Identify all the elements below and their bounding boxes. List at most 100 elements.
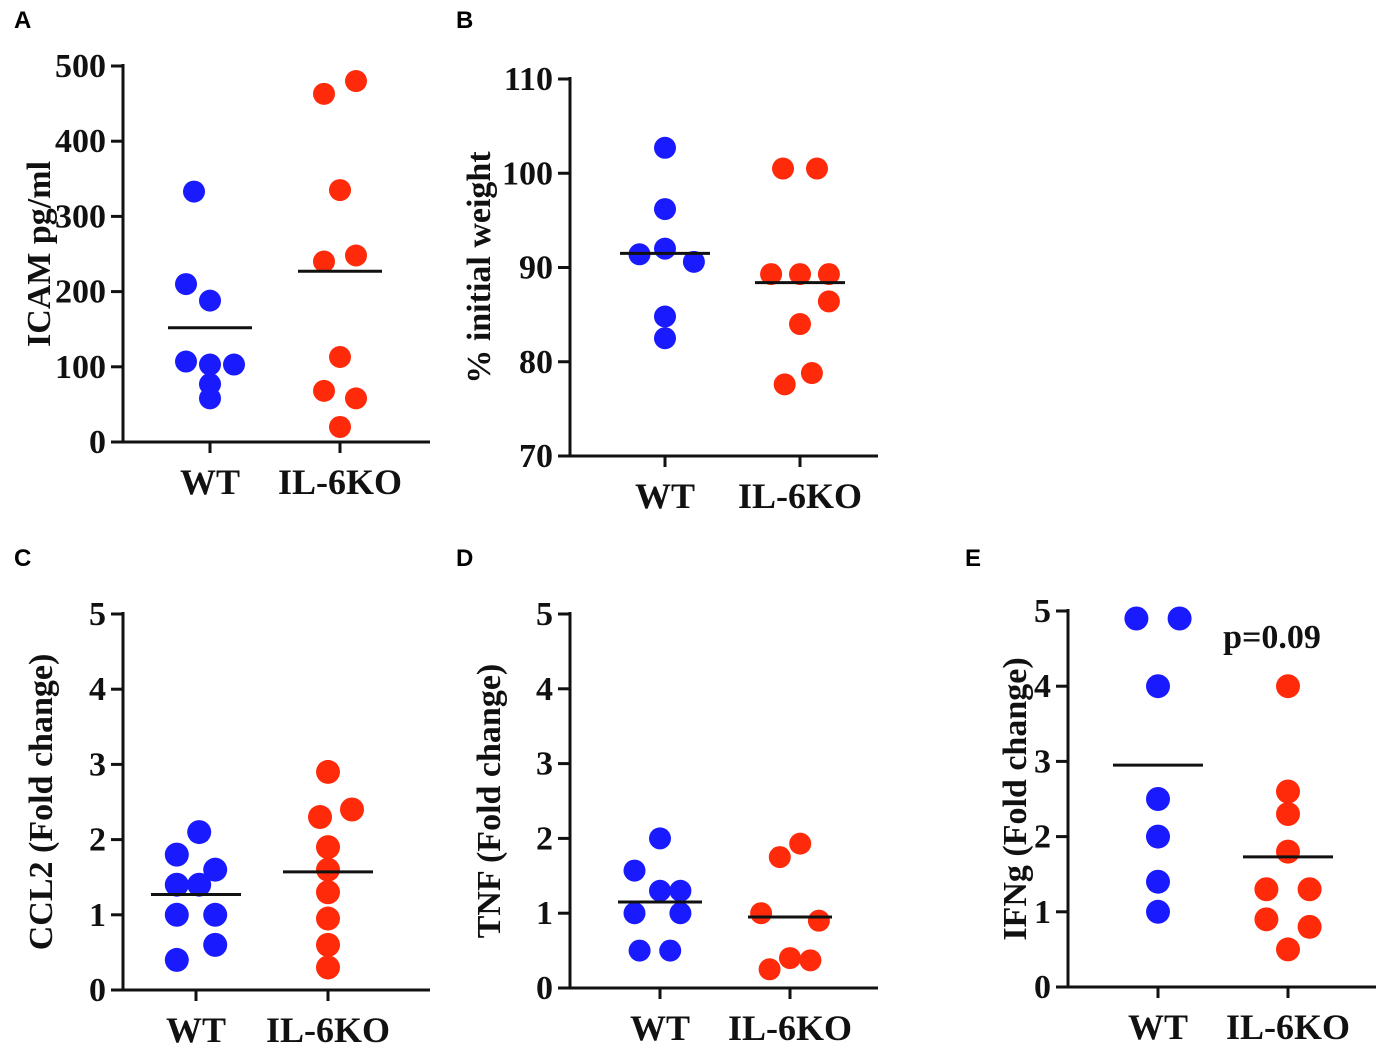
data-point <box>759 958 781 980</box>
data-point <box>669 880 691 902</box>
data-point <box>199 387 221 409</box>
data-point <box>1276 840 1300 864</box>
data-point <box>316 880 340 904</box>
x-category-label: IL-6KO <box>278 462 402 502</box>
y-tick-label: 2 <box>89 822 106 859</box>
data-point <box>649 827 671 849</box>
data-point <box>629 940 651 962</box>
data-point <box>165 843 189 867</box>
data-point <box>316 835 340 859</box>
y-axis-title: IFNg (Fold change) <box>997 657 1034 940</box>
y-axis-title: % initial weight <box>461 151 498 384</box>
data-point <box>624 860 646 882</box>
data-point <box>1276 779 1300 803</box>
y-tick-label: 5 <box>1034 593 1051 630</box>
x-category-label: IL-6KO <box>728 1008 852 1043</box>
data-point <box>1124 607 1148 631</box>
data-point <box>313 251 335 273</box>
data-point <box>199 354 221 376</box>
data-point <box>1254 907 1278 931</box>
data-point <box>165 903 189 927</box>
y-tick-label: 300 <box>55 198 106 235</box>
panel-letter: E <box>965 545 981 572</box>
y-tick-label: 100 <box>502 155 553 192</box>
y-tick-label: 3 <box>536 746 553 783</box>
x-category-label: WT <box>635 476 695 516</box>
y-tick-label: 1 <box>89 897 106 934</box>
data-point <box>345 70 367 92</box>
x-category-label: IL-6KO <box>1226 1007 1350 1043</box>
x-category-label: WT <box>630 1008 690 1043</box>
panel-b: B 70 80 90 100 110 WT IL-6KO % initial weight <box>456 7 878 516</box>
data-point <box>789 313 811 335</box>
data-point <box>1276 674 1300 698</box>
data-point <box>799 949 821 971</box>
y-tick-label: 0 <box>89 972 106 1009</box>
data-point <box>769 846 791 868</box>
y-tick-label: 100 <box>55 349 106 386</box>
y-tick-label: 1 <box>536 895 553 932</box>
y-tick-label: 4 <box>536 671 553 708</box>
data-point <box>1298 915 1322 939</box>
data-point <box>818 290 840 312</box>
panel-letter: C <box>14 545 31 572</box>
data-point <box>329 346 351 368</box>
x-category-label: IL-6KO <box>266 1010 390 1043</box>
data-point <box>1146 900 1170 924</box>
y-tick-label: 3 <box>1034 743 1051 780</box>
y-axis-title: ICAM pg/ml <box>21 161 58 347</box>
data-point <box>329 416 351 438</box>
data-point <box>772 158 794 180</box>
data-point <box>649 880 671 902</box>
data-point <box>1254 877 1278 901</box>
data-point <box>659 940 681 962</box>
data-point <box>199 290 221 312</box>
data-point <box>313 83 335 105</box>
data-point <box>1276 802 1300 826</box>
data-point <box>669 902 691 924</box>
data-point <box>789 833 811 855</box>
data-point <box>165 948 189 972</box>
y-tick-label: 3 <box>89 746 106 783</box>
data-point <box>801 362 823 384</box>
data-point <box>316 933 340 957</box>
data-point <box>624 902 646 924</box>
y-tick-label: 0 <box>1034 969 1051 1006</box>
y-tick-label: 0 <box>536 970 553 1007</box>
panel-d: D 0 1 2 3 4 5 WT IL-6KO TNF (Fold change) <box>456 545 878 1043</box>
x-category-label: IL-6KO <box>738 476 862 516</box>
data-point <box>750 902 772 924</box>
data-point <box>654 306 676 328</box>
y-tick-label: 70 <box>519 438 553 475</box>
data-point <box>1146 870 1170 894</box>
panel-letter: B <box>456 7 473 34</box>
data-point <box>308 805 332 829</box>
y-axis-title: TNF (Fold change) <box>471 664 508 939</box>
y-tick-label: 4 <box>89 671 106 708</box>
data-point <box>654 198 676 220</box>
data-point <box>316 955 340 979</box>
data-point <box>345 387 367 409</box>
data-point <box>345 245 367 267</box>
data-point <box>1146 674 1170 698</box>
data-point <box>1298 877 1322 901</box>
data-point <box>203 903 227 927</box>
x-category-label: WT <box>166 1010 226 1043</box>
panel-c: C012345WT IL-6KOCCL2 (Fold change) <box>14 545 430 1043</box>
y-tick-label: 110 <box>504 61 553 98</box>
data-point <box>1276 937 1300 961</box>
data-point <box>654 327 676 349</box>
y-tick-label: 4 <box>1034 668 1051 705</box>
figure: A0100200300400500WT IL-6KOICAM pg/mlB7080… <box>0 0 1380 1043</box>
y-tick-label: 80 <box>519 344 553 381</box>
x-category-label: WT <box>1128 1007 1188 1043</box>
y-tick-label: 90 <box>519 250 553 287</box>
data-point <box>313 380 335 402</box>
y-tick-label: 0 <box>89 424 106 461</box>
y-tick-label: 5 <box>536 596 553 633</box>
panel-a: A 0 100 200 300 400 500 WT IL-6KO ICAM pg/ml <box>14 7 430 502</box>
data-point <box>203 933 227 957</box>
panel-e: E 0 1 2 3 4 5 WT IL-6KO IFNg (Fold change) p=0.09 <box>965 545 1376 1043</box>
y-tick-label: 5 <box>89 596 106 633</box>
data-point <box>1146 825 1170 849</box>
